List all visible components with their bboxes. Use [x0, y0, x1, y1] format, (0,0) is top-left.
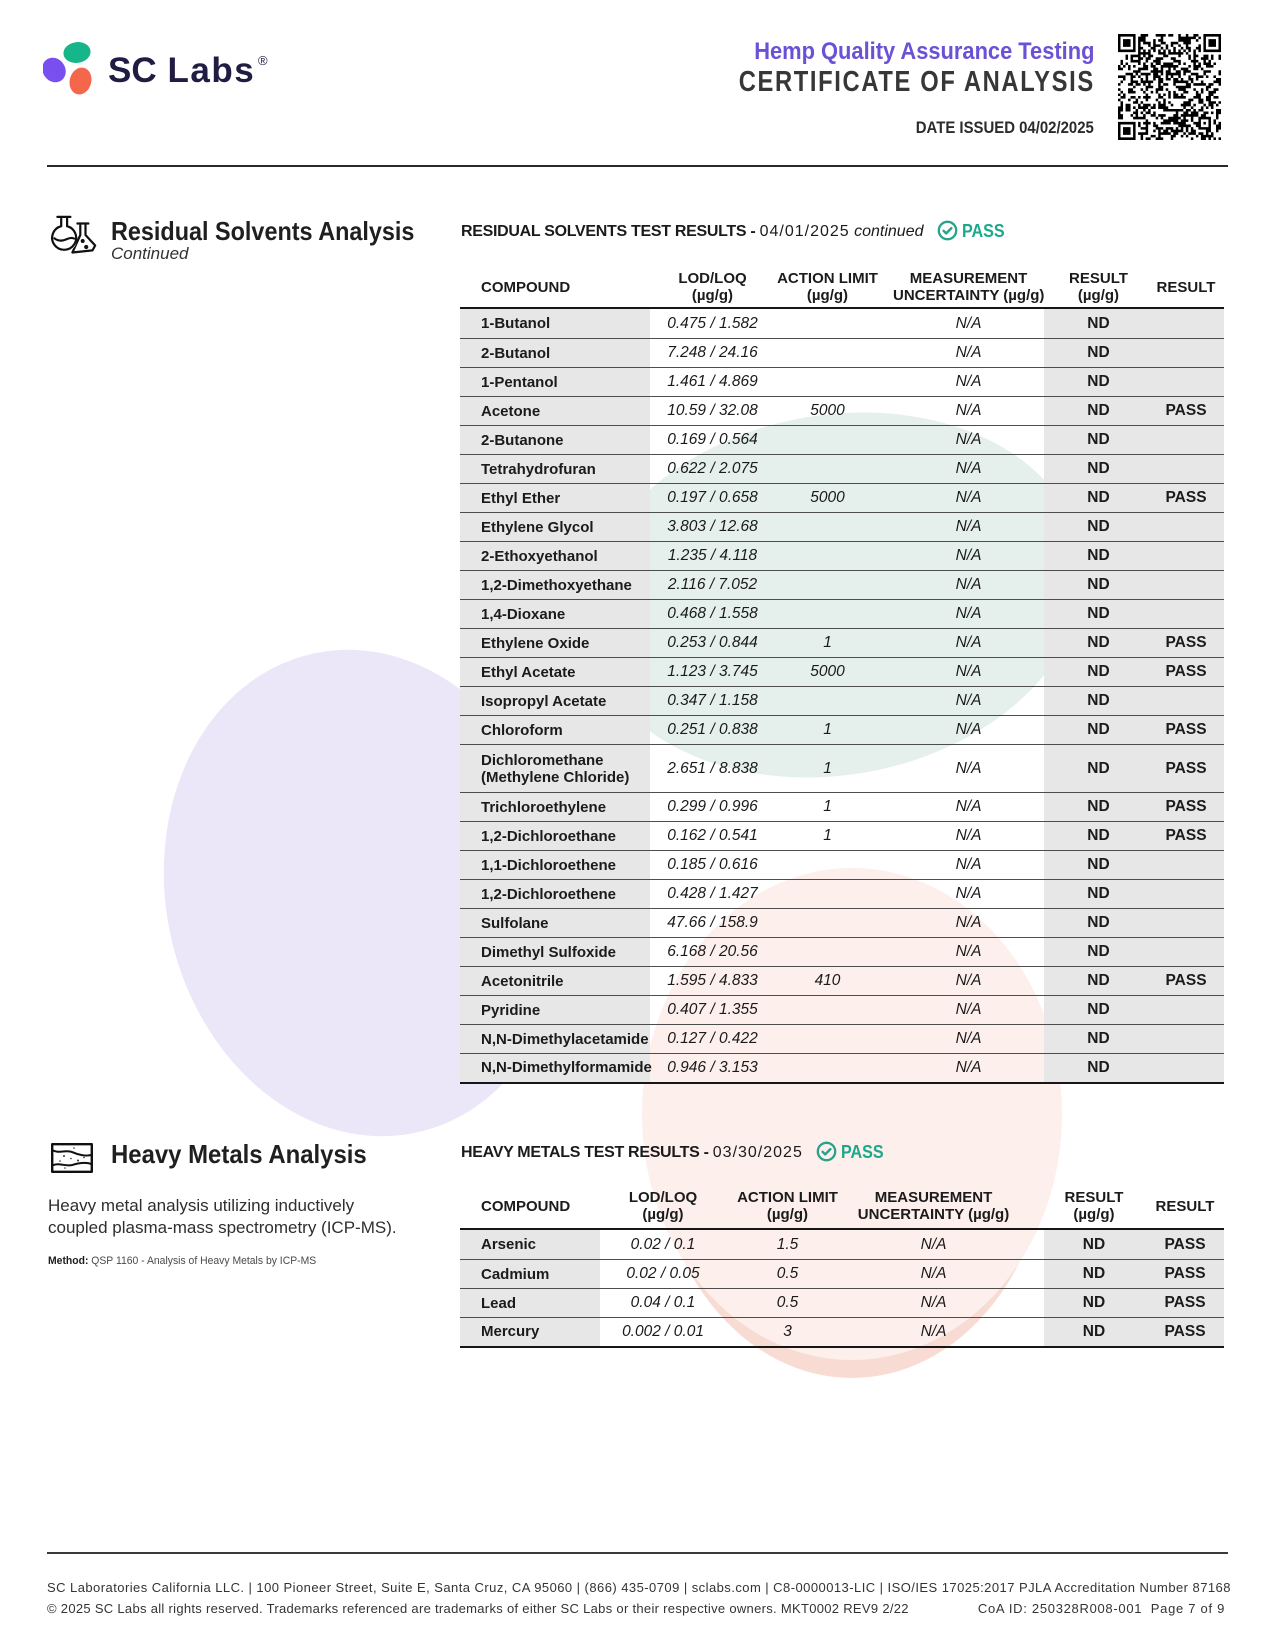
svg-text:®: ®: [258, 53, 268, 68]
svg-text:Labs: Labs: [168, 51, 256, 90]
svg-text:SC: SC: [108, 51, 157, 90]
